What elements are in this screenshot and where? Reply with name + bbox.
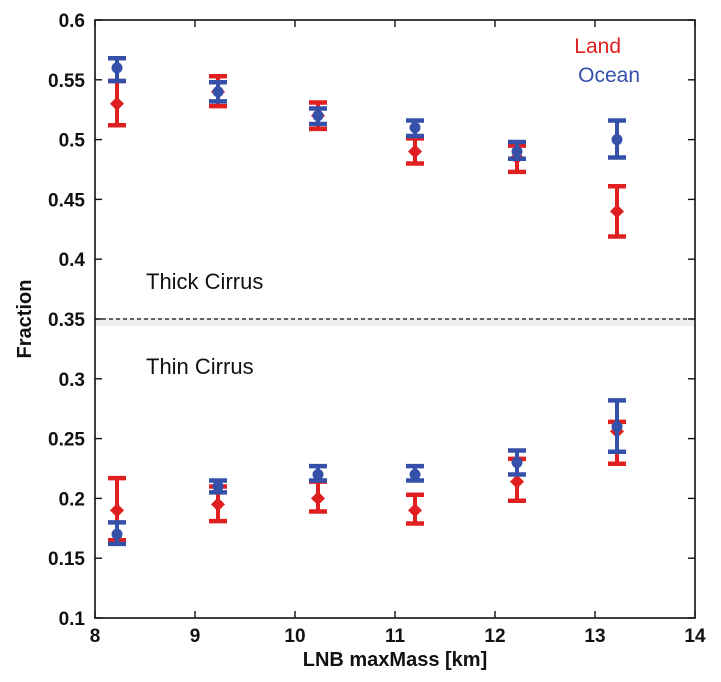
annotation-thin-cirrus: Thin Cirrus [146,354,254,379]
ocean-data-point [611,134,623,146]
ocean-data-point [111,528,123,540]
y-tick-label: 0.45 [48,190,85,211]
legend-entry-land: Land [574,35,621,58]
land-data-point [211,497,225,512]
ocean-data-point [312,110,324,122]
ocean-data-point [312,468,324,480]
ocean-data-point [511,457,523,469]
y-tick-label: 0.1 [59,609,86,630]
ocean-data-point [511,146,523,158]
ocean-data-point [212,86,224,98]
ocean-data-point [409,122,421,134]
x-tick-label: 8 [90,626,101,647]
ocean-data-point [611,421,623,433]
land-data-point [408,144,422,159]
y-tick-label: 0.6 [59,11,85,32]
x-tick-label: 12 [484,626,505,647]
x-tick-label: 13 [584,626,605,647]
land-data-point [610,204,624,219]
x-tick-label: 14 [684,626,706,647]
x-tick-label: 11 [385,626,406,647]
y-tick-label: 0.35 [48,310,85,331]
land-data-point [408,503,422,518]
y-tick-label: 0.55 [48,71,85,92]
y-tick-label: 0.15 [48,549,85,570]
y-tick-label: 0.2 [59,489,85,510]
land-data-point [510,474,524,489]
ocean-data-point [409,468,421,480]
legend-entry-ocean: Ocean [578,64,640,87]
reference-line-shadow [95,318,695,326]
y-tick-label: 0.3 [59,370,85,391]
x-axis-title: LNB maxMass [km] [303,649,488,671]
land-data-point [311,491,325,506]
y-tick-label: 0.25 [48,430,85,451]
ocean-data-point [212,480,224,492]
ocean-data-point [111,62,123,74]
annotation-thick-cirrus: Thick Cirrus [146,269,263,294]
y-tick-label: 0.5 [59,131,86,152]
y-axis-title: Fraction [14,280,36,359]
x-tick-label: 9 [190,626,201,647]
axis-ticks: 8 9 10 11 12 13 14 0.1 0.15 0.2 0.25 0.3 0.35 0.4 0.45… [48,11,706,647]
x-tick-label: 10 [284,626,305,647]
y-tick-label: 0.4 [59,250,86,271]
land-data-point [110,96,124,111]
plot-area [95,56,695,547]
land-data-point [110,503,124,518]
